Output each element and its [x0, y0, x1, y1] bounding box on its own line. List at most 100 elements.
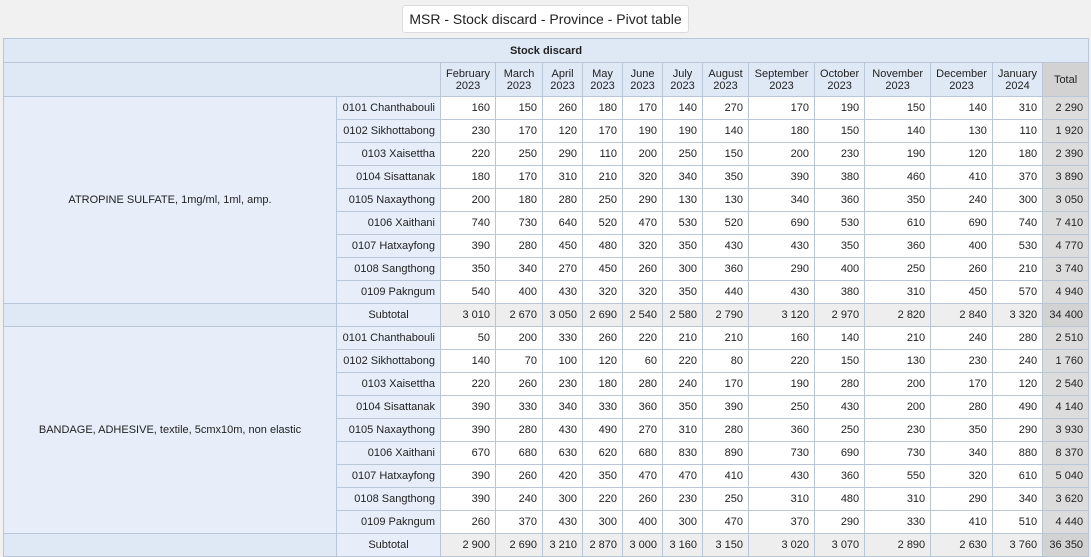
- value-cell: 270: [622, 418, 664, 442]
- value-cell: 260: [495, 372, 544, 396]
- value-cell: 470: [702, 510, 750, 534]
- value-cell: 610: [864, 211, 932, 235]
- value-cell: 140: [662, 96, 704, 120]
- month-header[interactable]: April 2023: [542, 62, 584, 97]
- value-cell: 730: [495, 211, 544, 235]
- header-measure-row: Stock discard: [2, 38, 1090, 63]
- value-cell: 360: [702, 257, 750, 281]
- month-name: October: [820, 67, 860, 80]
- value-cell: 130: [662, 188, 704, 212]
- value-cell: 350: [582, 464, 624, 488]
- value-cell: 270: [542, 257, 584, 281]
- value-cell: 350: [930, 418, 993, 442]
- value-cell: 230: [864, 418, 932, 442]
- month-header[interactable]: March 2023: [495, 62, 544, 97]
- value-cell: 190: [748, 372, 816, 396]
- month-header[interactable]: August 2023: [702, 62, 750, 97]
- subtotal-value-cell: 2 840: [930, 303, 993, 327]
- value-cell: 400: [930, 234, 993, 258]
- subtotal-value-cell: 2 670: [495, 303, 544, 327]
- value-cell: 130: [930, 119, 993, 143]
- value-cell: 350: [702, 165, 750, 189]
- value-cell: 360: [622, 395, 664, 419]
- value-cell: 370: [991, 165, 1044, 189]
- month-header[interactable]: July 2023: [662, 62, 704, 97]
- value-cell: 690: [930, 211, 993, 235]
- value-cell: 520: [702, 211, 750, 235]
- subtotal-value-cell: 2 540: [622, 303, 664, 327]
- value-cell: 60: [622, 349, 664, 373]
- subtotal-value-cell: 3 320: [991, 303, 1044, 327]
- month-header[interactable]: January 2024: [991, 62, 1044, 97]
- value-cell: 300: [662, 257, 704, 281]
- province-cell: 0109 Pakngum: [336, 280, 441, 304]
- subtotal-label: Subtotal: [336, 303, 441, 327]
- subtotal-blank: [3, 303, 337, 327]
- value-cell: 170: [622, 96, 664, 120]
- value-cell: 140: [814, 326, 866, 350]
- table-row: 0105 Naxaythong 390 280 430 490 270 310 280 360 2…: [4, 418, 1090, 442]
- subtotal-row: Subtotal 3 010 2 670 3 050 2 690 2 540 2 580 2 …: [3, 303, 1090, 327]
- value-cell: 240: [930, 188, 993, 212]
- subtotal-value-cell: 3 150: [702, 533, 750, 557]
- value-cell: 160: [439, 96, 497, 120]
- row-total-cell: 3 890: [1042, 165, 1090, 189]
- value-cell: 440: [702, 280, 750, 304]
- month-header[interactable]: February 2023: [439, 62, 497, 97]
- value-cell: 220: [582, 487, 624, 511]
- value-cell: 430: [748, 464, 816, 488]
- value-cell: 680: [495, 441, 544, 465]
- subtotal-value-cell: 3 070: [814, 533, 866, 557]
- value-cell: 430: [542, 510, 584, 534]
- subtotal-value-cell: 3 160: [662, 533, 704, 557]
- measure-header: Stock discard: [2, 38, 1090, 63]
- subtotal-value-cell: 2 690: [495, 533, 544, 557]
- value-cell: 390: [439, 464, 497, 488]
- value-cell: 340: [662, 165, 704, 189]
- month-year: 2023: [455, 79, 481, 92]
- value-cell: 260: [495, 464, 544, 488]
- province-cell: 0103 Xaisettha: [336, 372, 441, 396]
- subtotal-value-cell: 2 580: [662, 303, 704, 327]
- title-bar: MSR - Stock discard - Province - Pivot t…: [0, 0, 1091, 38]
- month-header[interactable]: October 2023: [814, 62, 866, 97]
- value-cell: 50: [439, 326, 497, 350]
- row-header-blank: [3, 62, 441, 97]
- value-cell: 230: [814, 142, 866, 166]
- table-row: 0104 Sisattanak 390 330 340 330 360 350 390 250 4…: [4, 395, 1090, 419]
- value-cell: 190: [814, 96, 866, 120]
- value-cell: 340: [495, 257, 544, 281]
- subtotal-value-cell: 3 050: [542, 303, 584, 327]
- month-header[interactable]: December 2023: [930, 62, 993, 97]
- value-cell: 260: [439, 510, 497, 534]
- value-cell: 320: [930, 464, 993, 488]
- month-year: 2023: [550, 79, 575, 92]
- province-cell: 0105 Naxaythong: [336, 418, 441, 442]
- product-cell: BANDAGE, ADHESIVE, textile, 5cmx10m, non…: [3, 326, 337, 534]
- value-cell: 540: [439, 280, 497, 304]
- value-cell: 530: [991, 234, 1044, 258]
- month-header[interactable]: September 2023: [748, 62, 816, 97]
- value-cell: 320: [622, 165, 664, 189]
- month-header[interactable]: November 2023: [864, 62, 932, 97]
- subtotal-value-cell: 2 690: [582, 303, 624, 327]
- value-cell: 520: [582, 211, 624, 235]
- value-cell: 200: [748, 142, 816, 166]
- table-row: 0108 Sangthong 390 240 300 220 260 230 250 310 48…: [4, 487, 1090, 511]
- value-cell: 390: [439, 395, 497, 419]
- value-cell: 170: [748, 96, 816, 120]
- value-cell: 310: [864, 487, 932, 511]
- month-header[interactable]: June 2023: [622, 62, 664, 97]
- month-header[interactable]: May 2023: [582, 62, 624, 97]
- value-cell: 150: [814, 119, 866, 143]
- total-header[interactable]: Total: [1042, 62, 1090, 97]
- value-cell: 360: [814, 188, 866, 212]
- province-cell: 0101 Chanthabouli: [336, 96, 441, 120]
- subtotal-row: Subtotal 2 900 2 690 3 210 2 870 3 000 3 160 3 …: [3, 533, 1090, 557]
- row-total-cell: 7 410: [1042, 211, 1090, 235]
- value-cell: 240: [495, 487, 544, 511]
- row-total-cell: 3 050: [1042, 188, 1090, 212]
- value-cell: 310: [542, 165, 584, 189]
- month-year: 2023: [885, 79, 910, 92]
- value-cell: 390: [748, 165, 816, 189]
